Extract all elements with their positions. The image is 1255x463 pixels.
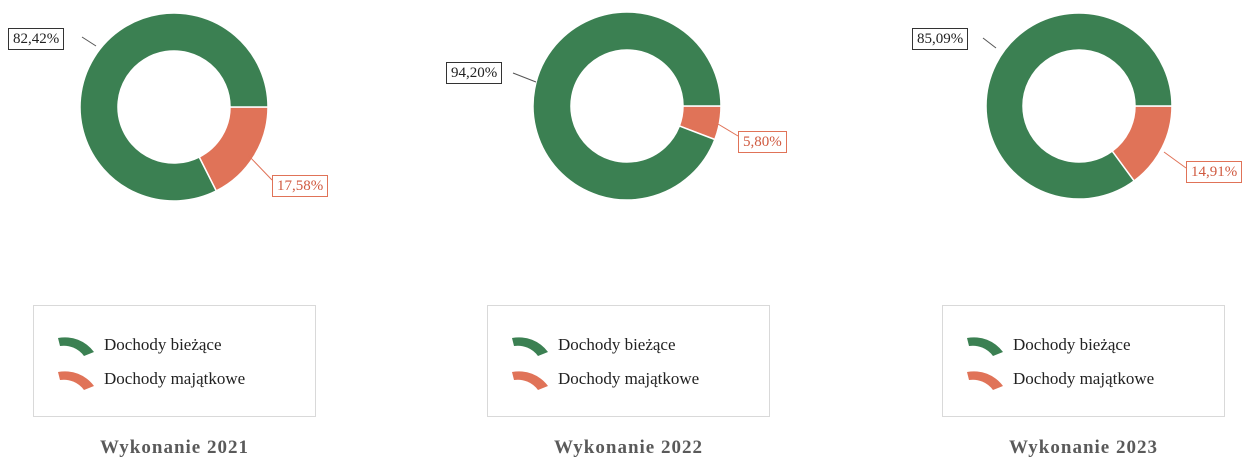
callout-current-2023: 85,09%: [912, 28, 969, 50]
legend-label-capital: Dochody majątkowe: [558, 369, 700, 388]
legend-label-capital: Dochody majątkowe: [1013, 369, 1155, 388]
chart-title-2023: Wykonanie 2023: [1009, 437, 1158, 458]
legend-2023: Dochody bieżące Dochody majątkowe: [942, 305, 1225, 417]
chart-panel-2022: 94,20% 5,80% Dochody bieżące Dochody maj…: [418, 0, 836, 463]
legend-label-current: Dochody bieżące: [558, 335, 676, 354]
chart-panel-2023: 85,09% 14,91% Dochody bieżące Dochody ma…: [836, 0, 1254, 463]
legend-item-capital: Dochody majątkowe: [963, 366, 1154, 392]
donut-chart-2021: [79, 12, 273, 202]
current-swatch-icon: [967, 337, 1003, 356]
legend-2021: Dochody bieżące Dochody majątkowe: [33, 305, 316, 417]
slice-current-2023: [985, 12, 1173, 200]
current-swatch-icon: [512, 337, 548, 356]
legend-item-capital: Dochody majątkowe: [54, 366, 245, 392]
leader-line-2022-1: [717, 123, 739, 137]
legend-item-current: Dochody bieżące: [54, 332, 222, 358]
capital-swatch-icon: [967, 371, 1003, 390]
current-swatch-icon: [58, 337, 94, 356]
legend-label-current: Dochody bieżące: [104, 335, 222, 354]
leader-line-2023-0: [982, 37, 997, 49]
callout-capital-2023: 14,91%: [1186, 161, 1243, 183]
capital-swatch-icon: [512, 371, 548, 390]
slice-current-2022: [532, 11, 722, 201]
slice-current-2021: [79, 12, 269, 202]
legend-item-current: Dochody bieżące: [508, 332, 676, 358]
donut-chart-2022: [512, 11, 739, 201]
legend-label-capital: Dochody majątkowe: [104, 369, 246, 388]
leader-line-2021-0: [81, 36, 97, 47]
legend-label-current: Dochody bieżące: [1013, 335, 1131, 354]
chart-title-2022: Wykonanie 2022: [554, 437, 703, 458]
callout-capital-2022: 5,80%: [738, 131, 787, 153]
leader-line-2021-1: [247, 154, 273, 181]
leader-line-2022-0: [512, 72, 537, 83]
donut-chart-2023: [982, 12, 1187, 200]
legend-item-current: Dochody bieżące: [963, 332, 1131, 358]
callout-current-2021: 82,42%: [8, 28, 65, 50]
chart-title-2021: Wykonanie 2021: [100, 437, 249, 458]
callout-current-2022: 94,20%: [446, 62, 503, 84]
callout-capital-2021: 17,58%: [272, 175, 329, 197]
leader-line-2023-1: [1163, 151, 1187, 169]
capital-swatch-icon: [58, 371, 94, 390]
chart-panel-2021: 82,42% 17,58% Dochody bieżące Dochody ma…: [0, 0, 418, 463]
legend-2022: Dochody bieżące Dochody majątkowe: [487, 305, 770, 417]
legend-item-capital: Dochody majątkowe: [508, 366, 699, 392]
